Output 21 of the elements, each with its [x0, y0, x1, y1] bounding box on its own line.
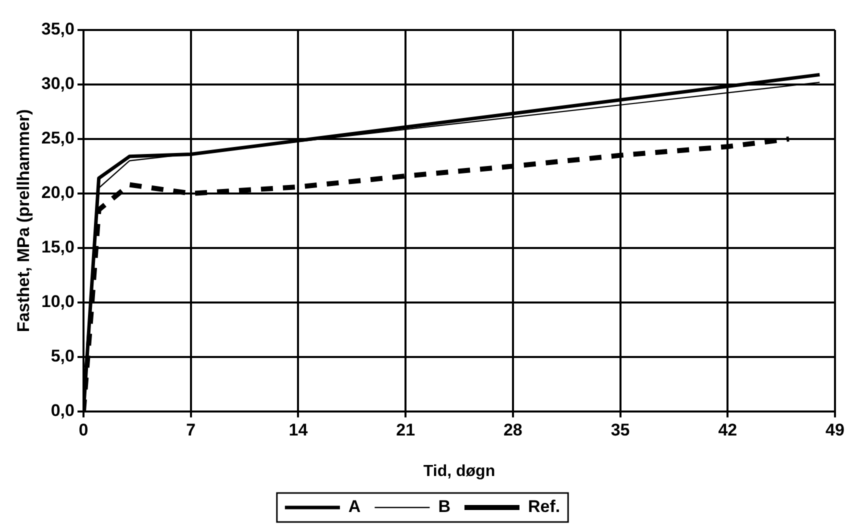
y-axis-title: Fasthet, MPa (prellhammer)	[14, 109, 33, 332]
y-tick-label: 30,0	[41, 74, 74, 94]
y-tick-label: 0,0	[50, 401, 74, 420]
y-tick-label: 20,0	[41, 183, 74, 202]
y-tick-label: 15,0	[41, 238, 74, 257]
y-tick-label: 25,0	[41, 128, 74, 148]
x-tick-label: 42	[718, 420, 738, 440]
y-tick-label: 10,0	[41, 292, 74, 312]
x-tick-label: 49	[826, 420, 844, 440]
x-tick-label: 35	[610, 420, 630, 440]
x-tick-label: 7	[186, 420, 196, 440]
x-axis-title: Tid, døgn	[423, 462, 496, 480]
x-tick-label: 28	[503, 420, 522, 440]
legend-label: A	[348, 497, 361, 516]
x-tick-label: 0	[78, 420, 88, 440]
x-tick-label: 21	[396, 420, 416, 440]
legend-label: Ref.	[528, 497, 560, 516]
x-tick-label: 14	[288, 420, 308, 440]
legend-label: B	[438, 497, 450, 516]
y-tick-label: 5,0	[50, 346, 74, 366]
y-tick-label: 35,0	[41, 20, 74, 39]
